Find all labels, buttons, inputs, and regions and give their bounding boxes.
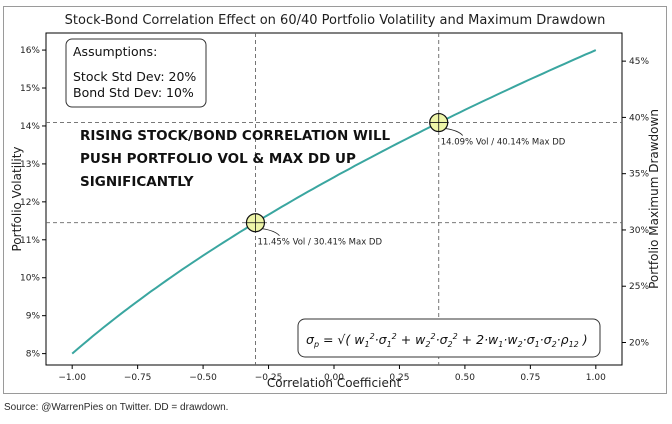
y-right-tick-label: 25% bbox=[629, 282, 649, 292]
assumptions-box-frame bbox=[65, 38, 207, 108]
annotation-arrow bbox=[445, 128, 464, 136]
y-tick-label: 15% bbox=[20, 84, 40, 94]
x-tick-label: 0.00 bbox=[324, 373, 344, 383]
y-right-tick-label: 35% bbox=[629, 170, 649, 180]
y-axis-label: Portfolio Volatility bbox=[10, 147, 24, 252]
y-tick-label: 13% bbox=[20, 160, 40, 170]
chart-title: Stock-Bond Correlation Effect on 60/40 P… bbox=[65, 13, 606, 28]
highlight-points: 11.45% Vol / 30.41% Max DD 14.09% Vol / 4… bbox=[245, 112, 566, 248]
formula-box-frame bbox=[297, 318, 601, 358]
assumptions-line-stock: Stock Std Dev: 20% bbox=[73, 69, 196, 84]
callout-text: RISING STOCK/BOND CORRELATION WILL PUSH … bbox=[80, 128, 391, 190]
assumptions-line-bond: Bond Std Dev: 10% bbox=[73, 85, 194, 100]
y-axis-left: 8% 9% 10% 11% 12% 13% 14% 15% 16% bbox=[20, 46, 46, 360]
x-tick-label: −1.00 bbox=[58, 373, 86, 383]
source-note: Source: @WarrenPies on Twitter. DD = dra… bbox=[4, 402, 229, 413]
annotation-label: 11.45% Vol / 30.41% Max DD bbox=[257, 238, 382, 248]
y-right-tick-label: 20% bbox=[629, 338, 649, 348]
annotation-arrow bbox=[262, 228, 280, 236]
assumptions-box: Assumptions: Stock Std Dev: 20% Bond Std… bbox=[65, 38, 207, 108]
y-axis-right-label: Portfolio Maximum Drawdown bbox=[647, 109, 661, 289]
y-tick-label: 8% bbox=[26, 350, 41, 360]
annotation-label: 14.09% Vol / 40.14% Max DD bbox=[441, 138, 566, 148]
reference-lines bbox=[46, 33, 622, 365]
y-tick-label: 14% bbox=[20, 122, 40, 132]
x-tick-label: −0.25 bbox=[255, 373, 283, 383]
y-right-tick-label: 40% bbox=[629, 113, 649, 123]
assumptions-heading: Assumptions: bbox=[73, 44, 157, 59]
callout-line-3: SIGNIFICANTLY bbox=[80, 174, 194, 190]
formula-box: σp = √( w12·σ12 + w22·σ22 + 2·w1·w2·σ1·σ… bbox=[297, 318, 601, 358]
x-axis-label: Correlation Coefficient bbox=[267, 376, 402, 390]
y-tick-label: 10% bbox=[20, 274, 40, 284]
plot-area: 11.45% Vol / 30.41% Max DD 14.09% Vol / 4… bbox=[45, 32, 623, 366]
y-tick-label: 12% bbox=[20, 198, 40, 208]
formula: σp = √( w12·σ12 + w22·σ22 + 2·w1·w2·σ1·σ… bbox=[306, 332, 588, 349]
chart: Stock-Bond Correlation Effect on 60/40 P… bbox=[10, 13, 661, 390]
y-tick-label: 11% bbox=[20, 236, 40, 246]
y-right-tick-label: 30% bbox=[629, 226, 649, 236]
x-tick-label: 1.00 bbox=[586, 373, 606, 383]
x-tick-label: 0.75 bbox=[520, 373, 540, 383]
figure-frame: Stock-Bond Correlation Effect on 60/40 P… bbox=[3, 6, 667, 394]
x-tick-label: 0.50 bbox=[455, 373, 475, 383]
x-tick-label: −0.50 bbox=[189, 373, 217, 383]
x-axis: −1.00 −0.75 −0.50 −0.25 0.00 0.25 0.50 0.75 1.00 bbox=[58, 365, 606, 383]
series-line-volatility bbox=[71, 49, 597, 355]
y-right-tick-label: 45% bbox=[629, 57, 649, 67]
callout-line-1: RISING STOCK/BOND CORRELATION WILL bbox=[80, 128, 391, 144]
y-axis-right: 20% 25% 30% 35% 40% 45% bbox=[622, 57, 649, 348]
y-tick-label: 9% bbox=[26, 312, 41, 322]
x-tick-label: −0.75 bbox=[124, 373, 152, 383]
y-tick-label: 16% bbox=[20, 46, 40, 56]
x-tick-label: 0.25 bbox=[389, 373, 409, 383]
callout-line-2: PUSH PORTFOLIO VOL & MAX DD UP bbox=[80, 151, 356, 167]
